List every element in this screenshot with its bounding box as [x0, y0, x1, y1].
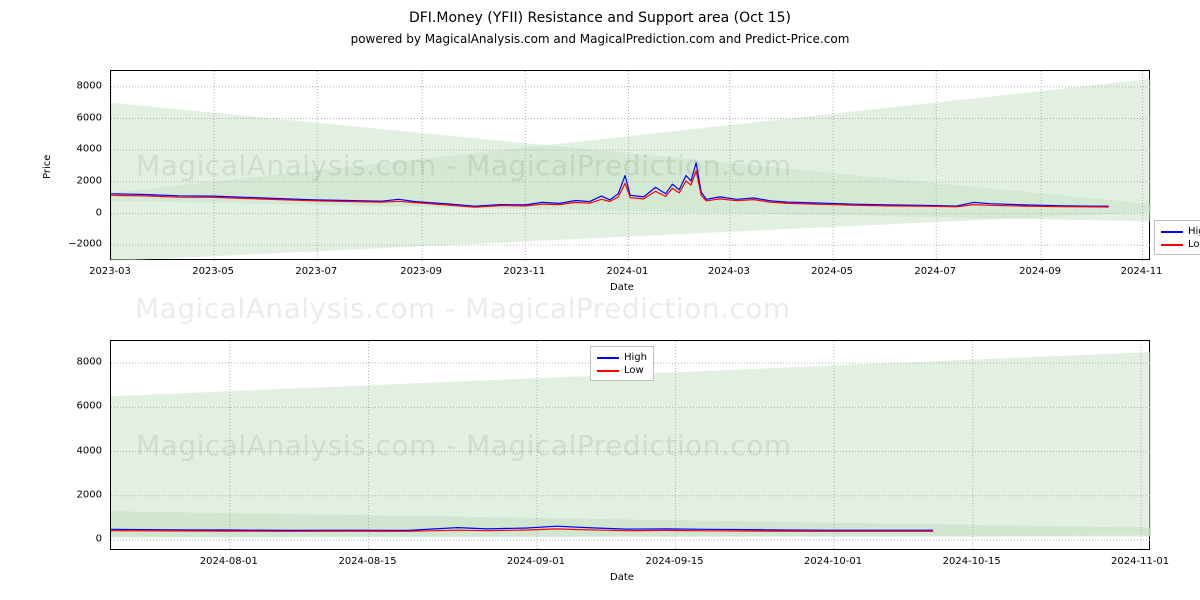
y-tick-label: 2000: [60, 489, 102, 500]
x-tick-label: 2024-10-15: [943, 556, 1001, 567]
watermark: MagicalAnalysis.com - MagicalPrediction.…: [135, 292, 791, 325]
legend-label: Low: [1188, 238, 1200, 251]
y-tick-label: −2000: [60, 239, 102, 250]
x-tick-label: 2024-01: [607, 266, 649, 277]
top-chart-panel: MagicalAnalysis.com - MagicalPrediction.…: [110, 70, 1150, 260]
legend-label: High: [1188, 225, 1200, 238]
top-y-axis-label: Price: [42, 155, 53, 179]
x-tick-label: 2023-09: [400, 266, 442, 277]
y-tick-label: 6000: [60, 401, 102, 412]
y-tick-label: 0: [60, 533, 102, 544]
y-tick-label: 4000: [60, 144, 102, 155]
x-tick-label: 2024-07: [914, 266, 956, 277]
figure: DFI.Money (YFII) Resistance and Support …: [0, 0, 1200, 600]
legend-label: High: [624, 351, 647, 364]
x-tick-label: 2024-08-15: [338, 556, 396, 567]
y-tick-label: 0: [60, 207, 102, 218]
legend-label: Low: [624, 364, 644, 377]
legend-swatch: [1161, 244, 1183, 246]
x-tick-label: 2024-08-01: [200, 556, 258, 567]
y-tick-label: 4000: [60, 445, 102, 456]
y-tick-label: 6000: [60, 112, 102, 123]
chart-title: DFI.Money (YFII) Resistance and Support …: [0, 10, 1200, 26]
x-tick-label: 2023-11: [503, 266, 545, 277]
legend-item: High: [597, 351, 647, 364]
x-tick-label: 2024-09-15: [646, 556, 704, 567]
x-tick-label: 2024-09-01: [507, 556, 565, 567]
x-tick-label: 2024-11-01: [1111, 556, 1169, 567]
bottom-x-axis-label: Date: [610, 572, 634, 583]
x-tick-label: 2024-03: [708, 266, 750, 277]
y-tick-label: 8000: [60, 80, 102, 91]
x-tick-label: 2024-05: [811, 266, 853, 277]
legend-item: High: [1161, 225, 1200, 238]
legend-swatch: [1161, 231, 1183, 233]
x-tick-label: 2024-11: [1121, 266, 1163, 277]
top-legend: HighLow: [1154, 220, 1200, 255]
bottom-legend: HighLow: [590, 346, 654, 381]
legend-swatch: [597, 357, 619, 359]
chart-subtitle: powered by MagicalAnalysis.com and Magic…: [0, 32, 1200, 46]
legend-item: Low: [1161, 238, 1200, 251]
x-tick-label: 2023-03: [89, 266, 131, 277]
x-tick-label: 2024-10-01: [804, 556, 862, 567]
x-tick-label: 2023-05: [192, 266, 234, 277]
top-chart-canvas: [111, 71, 1151, 261]
top-x-axis-label: Date: [610, 282, 634, 293]
legend-item: Low: [597, 364, 647, 377]
legend-swatch: [597, 370, 619, 372]
y-tick-label: 8000: [60, 357, 102, 368]
x-tick-label: 2023-07: [295, 266, 337, 277]
y-tick-label: 2000: [60, 175, 102, 186]
x-tick-label: 2024-09: [1019, 266, 1061, 277]
